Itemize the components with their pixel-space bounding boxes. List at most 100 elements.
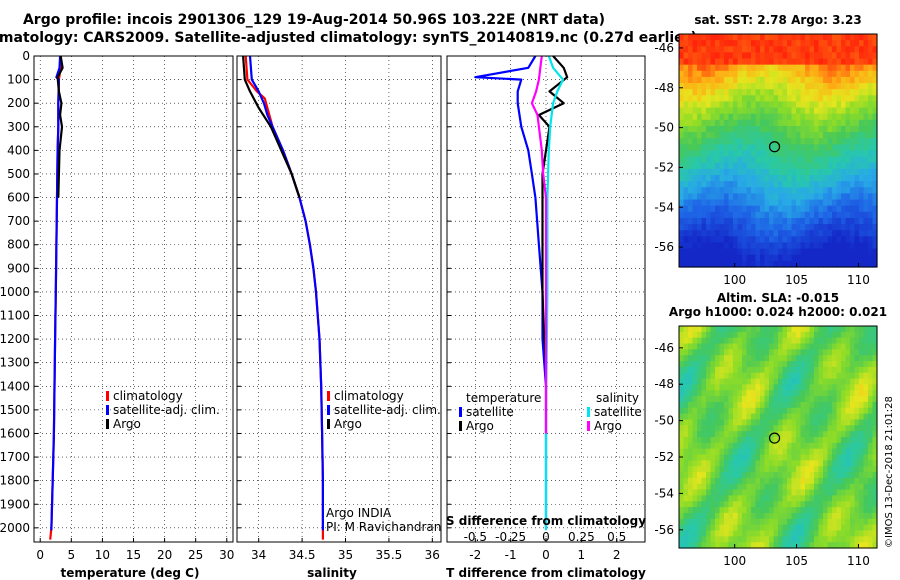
map-cell <box>782 132 788 139</box>
map-cell <box>764 326 770 333</box>
map-cell <box>809 205 815 213</box>
map-cell <box>760 224 766 231</box>
map-cell <box>787 512 793 520</box>
map-cell <box>688 236 694 244</box>
map-cell <box>706 413 712 421</box>
map-cell <box>823 132 829 139</box>
map-cell <box>841 530 847 537</box>
map-cell <box>719 419 725 426</box>
map-cell <box>827 193 833 201</box>
map-cell <box>872 34 878 41</box>
map-cell <box>715 460 721 467</box>
y-tick-label: 200 <box>7 96 30 110</box>
map-cell <box>832 512 838 520</box>
map-cell <box>701 366 707 374</box>
map-cell <box>863 542 869 549</box>
map-cell <box>863 224 869 231</box>
map-cell <box>778 524 784 532</box>
map-cell <box>845 46 851 53</box>
map-cell <box>850 349 856 356</box>
map-cell <box>764 113 770 121</box>
map-cell <box>818 162 824 170</box>
map-cell <box>733 162 739 170</box>
map-cell <box>724 181 730 188</box>
map-cell <box>868 483 874 491</box>
map-cell <box>778 168 784 176</box>
map-cell <box>832 454 838 461</box>
map-cell <box>805 254 811 262</box>
map-cell <box>778 489 784 497</box>
map-cell <box>710 512 716 520</box>
map-cell <box>868 501 874 508</box>
map-cell <box>755 378 761 386</box>
map-cell <box>868 132 874 139</box>
map-cell <box>755 512 761 520</box>
map-cell <box>787 326 793 333</box>
map-cell <box>773 396 779 403</box>
map-cell <box>823 193 829 201</box>
map-cell <box>850 378 856 386</box>
map-cell <box>728 343 734 350</box>
map-cell <box>755 248 761 256</box>
map-cell <box>845 512 851 520</box>
y-tick-label: -48 <box>654 81 674 95</box>
map-cell <box>859 542 865 549</box>
map-cell <box>742 483 748 491</box>
map-cell <box>782 162 788 170</box>
map-cell <box>836 396 842 403</box>
map-cell <box>769 536 775 543</box>
map-cell <box>863 236 869 244</box>
map-cell <box>697 230 703 237</box>
map-cell <box>706 524 712 532</box>
map-cell <box>701 230 707 237</box>
map-cell <box>755 477 761 485</box>
map-cell <box>805 58 811 66</box>
map-cell <box>872 40 878 47</box>
map-cell <box>733 260 739 268</box>
map-cell <box>805 138 811 145</box>
map-cell <box>769 156 775 164</box>
map-cell <box>692 248 698 256</box>
map-cell <box>760 168 766 176</box>
map-cell <box>719 138 725 145</box>
map-cell <box>706 384 712 391</box>
map-cell <box>769 193 775 201</box>
map-cell <box>760 507 766 514</box>
map-cell <box>814 64 820 72</box>
map-cell <box>827 355 833 362</box>
map-cell <box>724 138 730 145</box>
map-cell <box>836 442 842 450</box>
map-cell <box>733 437 739 444</box>
map-cell <box>701 70 707 78</box>
map-cell <box>683 144 689 152</box>
map-cell <box>769 175 775 182</box>
map-cell <box>719 425 725 432</box>
map-cell <box>701 454 707 461</box>
map-cell <box>814 46 820 53</box>
map-cell <box>724 378 730 386</box>
map-cell <box>827 181 833 188</box>
map-cell <box>778 248 784 256</box>
map-cell <box>805 530 811 537</box>
map-cell <box>706 205 712 213</box>
map-cell <box>841 337 847 345</box>
map-cell <box>760 442 766 450</box>
map-cell <box>701 536 707 543</box>
map-cell <box>859 518 865 526</box>
map-cell <box>697 187 703 195</box>
map-cell <box>868 181 874 188</box>
map-cell <box>769 454 775 461</box>
map-cell <box>769 89 775 96</box>
map-cell <box>706 501 712 508</box>
map-cell <box>710 236 716 244</box>
map-cell <box>791 34 797 41</box>
map-cell <box>697 34 703 41</box>
map-cell <box>850 138 856 145</box>
map-cell <box>692 230 698 237</box>
map-cell <box>706 419 712 426</box>
map-cell <box>863 448 869 456</box>
map-cell <box>854 168 860 176</box>
map-cell <box>692 125 698 133</box>
map-cell <box>836 46 842 53</box>
map-cell <box>818 260 824 268</box>
